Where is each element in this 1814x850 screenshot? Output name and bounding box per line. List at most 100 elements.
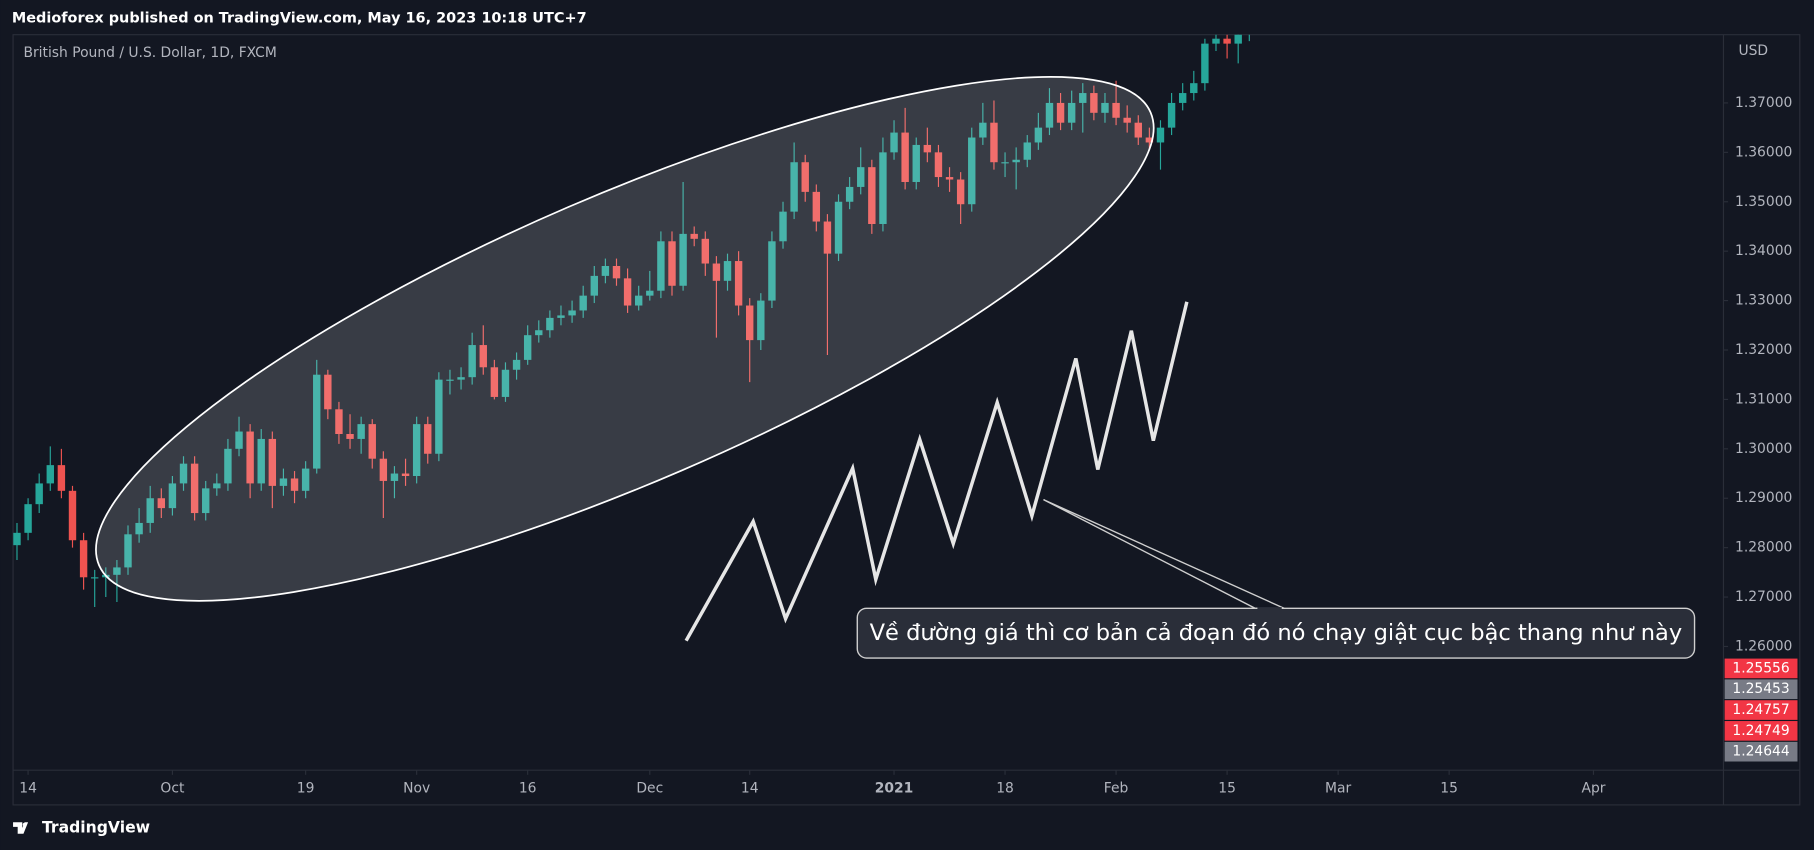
publish-info: Medioforex published on TradingView.com,… <box>12 11 587 27</box>
candle-body <box>1123 117 1131 123</box>
candle-body <box>1156 127 1165 143</box>
candle-body <box>435 379 443 454</box>
candle-body <box>468 345 476 378</box>
candle-body <box>268 438 277 486</box>
candle-body <box>1001 162 1009 164</box>
candle-body <box>1101 102 1109 113</box>
candle-body <box>1223 38 1231 44</box>
candle-body <box>190 463 199 514</box>
candle-body <box>857 167 865 187</box>
x-tick-label: 14 <box>19 781 37 797</box>
price-label: 1.25453 <box>1732 681 1789 697</box>
candle-body <box>823 221 832 254</box>
price-label: 1.25556 <box>1732 660 1789 676</box>
y-tick-label: 1.28000 <box>1735 540 1792 556</box>
candle-body <box>202 488 210 514</box>
callout-text: Về đường giá thì cơ bản cả đoạn đó nó ch… <box>870 620 1683 646</box>
candle-body <box>368 424 376 459</box>
x-tick-label: 14 <box>741 781 759 797</box>
candle-body <box>1034 127 1043 143</box>
x-tick-label: 16 <box>519 781 537 797</box>
candle-body <box>390 473 399 481</box>
candle-body <box>357 424 365 439</box>
candle-body <box>490 367 499 397</box>
candle-body <box>1234 34 1242 44</box>
candle-body <box>1145 137 1154 143</box>
candle-body <box>79 540 88 578</box>
candle-body <box>901 132 909 182</box>
candle-body <box>945 177 954 180</box>
price-label-bg <box>1724 658 1798 679</box>
candle-body <box>801 162 809 192</box>
candle-body <box>845 186 854 202</box>
candle-body <box>1067 102 1076 123</box>
candles <box>13 34 1250 607</box>
symbol-title: British Pound / U.S. Dollar, 1D, FXCM <box>23 45 276 61</box>
y-tick-label: 1.27000 <box>1735 589 1792 605</box>
candle-body <box>379 458 388 481</box>
candle-body <box>46 465 54 484</box>
candle-body <box>1178 93 1187 103</box>
candle-body <box>135 522 143 535</box>
candle-body <box>779 211 787 242</box>
candle-body <box>313 374 321 469</box>
candle-body <box>579 295 587 311</box>
staircase-drawing <box>684 301 1189 642</box>
logo-dot <box>22 822 27 827</box>
x-tick-label: Mar <box>1325 781 1351 797</box>
candle-body <box>1112 102 1120 118</box>
candle-body <box>1079 93 1087 103</box>
candle-body <box>224 448 232 484</box>
candle-body <box>1090 93 1098 113</box>
price-label-bg <box>1724 721 1798 741</box>
x-tick-label: 18 <box>996 781 1014 797</box>
candle-body <box>424 424 432 454</box>
candle-body <box>523 335 532 360</box>
price-label-bg <box>1724 700 1798 720</box>
highlight-ellipse <box>95 76 1155 602</box>
candle-body <box>623 278 632 306</box>
candle-body <box>557 315 565 318</box>
candle-body <box>157 498 166 509</box>
candle-body <box>968 137 976 205</box>
candle-body <box>57 465 66 491</box>
y-tick-label: 1.31000 <box>1735 391 1792 407</box>
candle-body <box>1045 102 1054 128</box>
x-tick-label: Feb <box>1104 781 1129 797</box>
y-tick-label: 1.26000 <box>1735 638 1792 654</box>
y-tick-label: 1.35000 <box>1735 194 1792 210</box>
candle-body <box>690 233 698 239</box>
tradingview-logo: TradingView <box>13 819 150 837</box>
candle-body <box>568 310 576 316</box>
candle-body <box>746 305 754 341</box>
candle-body <box>512 359 521 370</box>
candle-body <box>646 290 654 296</box>
x-tick-label: 2021 <box>875 781 914 797</box>
x-tick-label: Dec <box>636 781 663 797</box>
candle-body <box>634 295 643 306</box>
candle-body <box>734 261 743 306</box>
candle-body <box>723 261 732 281</box>
candle-body <box>412 424 421 476</box>
candle-body <box>590 275 598 296</box>
x-tick-label: Nov <box>403 781 430 797</box>
y-tick-label: 1.33000 <box>1735 293 1792 309</box>
candle-body <box>1134 122 1142 138</box>
candle-body <box>479 345 487 368</box>
candle-body <box>246 431 254 484</box>
candle-body <box>990 122 998 163</box>
y-tick-label: 1.34000 <box>1735 243 1792 259</box>
price-label: 1.24749 <box>1732 723 1789 739</box>
candle-body <box>301 468 310 491</box>
price-label-bg <box>1724 741 1798 762</box>
candle-body <box>324 374 332 410</box>
candle-body <box>1190 83 1198 94</box>
candle-body <box>923 144 932 153</box>
candle-body <box>279 478 288 486</box>
candle-body <box>1012 159 1020 163</box>
candle-body <box>24 504 32 533</box>
price-label: 1.24644 <box>1732 744 1789 760</box>
candle-body <box>346 433 354 439</box>
candle-body <box>1056 102 1065 123</box>
